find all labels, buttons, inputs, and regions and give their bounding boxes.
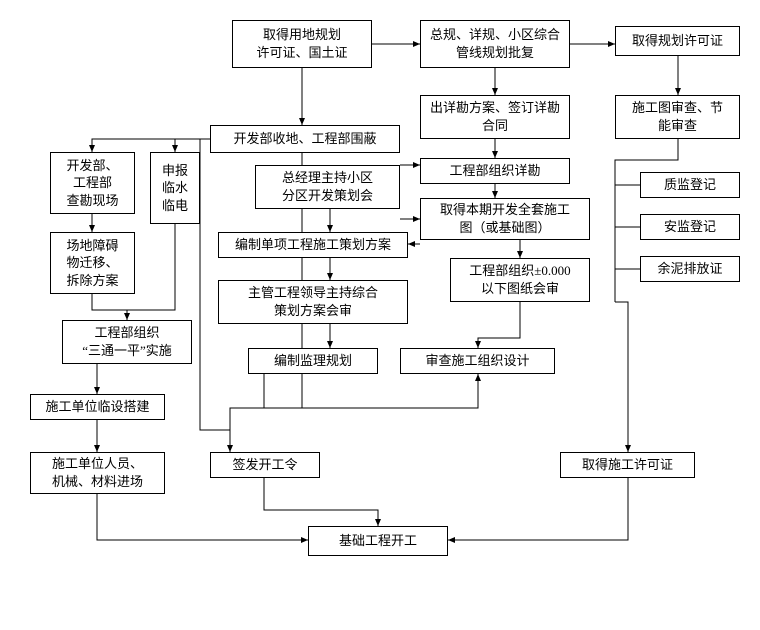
node-n7: 工程部组织详勘	[420, 158, 570, 184]
node-label: 主管工程领导主持综合 策划方案会审	[248, 284, 378, 319]
node-n14: 申报 临水 临电	[150, 152, 200, 224]
node-n19: 编制单项工程施工策划方案	[218, 232, 408, 258]
node-label: 审查施工组织设计	[425, 352, 529, 370]
node-n15: 场地障碍 物迁移、 拆除方案	[50, 232, 135, 294]
node-n10: 质监登记	[640, 172, 740, 198]
edge-16	[175, 139, 210, 152]
node-label: 开发部收地、工程部围蔽	[233, 130, 376, 148]
edge-29	[230, 374, 478, 452]
node-n5: 施工图审查、节 能审查	[615, 95, 740, 139]
node-n22: 审查施工组织设计	[400, 348, 555, 374]
edge-28	[615, 302, 628, 452]
node-label: 场地障碍 物迁移、 拆除方案	[66, 237, 118, 290]
node-label: 申报 临水 临电	[162, 162, 188, 215]
node-n9: 取得本期开发全套施工 图（或基础图）	[420, 198, 590, 240]
node-label: 质监登记	[664, 176, 716, 194]
node-label: 取得本期开发全套施工 图（或基础图）	[440, 201, 570, 236]
node-n4: 出详勘方案、签订详勘 合同	[420, 95, 570, 139]
flowchart-stage: 取得用地规划 许可证、国土证 总规、详规、小区综合 管线规划批复 取得规划许可证出详…	[0, 0, 760, 630]
node-n20: 主管工程领导主持综合 策划方案会审	[218, 280, 408, 324]
node-label: 施工单位临设搭建	[45, 398, 149, 416]
node-label: 出详勘方案、签订详勘 合同	[430, 99, 560, 134]
node-n24: 签发开工令	[210, 452, 320, 478]
edge-23	[97, 494, 308, 540]
edge-17	[92, 139, 210, 152]
node-label: 工程部组织±0.000 以下图纸会审	[469, 262, 570, 297]
node-label: 编制监理规划	[274, 352, 352, 370]
edge-31	[264, 478, 378, 526]
edge-13	[478, 302, 520, 348]
node-label: 取得用地规划 许可证、国土证	[256, 26, 347, 61]
node-label: 工程部组织详勘	[449, 162, 540, 180]
node-n13: 开发部、 工程部 查勘现场	[50, 152, 135, 214]
node-n6: 开发部收地、工程部围蔽	[210, 125, 400, 153]
edge-32	[448, 478, 628, 540]
node-n21: 编制监理规划	[248, 348, 378, 374]
node-label: 总规、详规、小区综合 管线规划批复	[430, 26, 560, 61]
node-label: 取得施工许可证	[582, 456, 673, 474]
node-n1: 取得用地规划 许可证、国土证	[232, 20, 372, 68]
node-n3: 取得规划许可证	[615, 26, 740, 56]
node-label: 总经理主持小区 分区开发策划会	[282, 169, 373, 204]
node-n2: 总规、详规、小区综合 管线规划批复	[420, 20, 570, 68]
node-n26: 基础工程开工	[308, 526, 448, 556]
node-label: 取得规划许可证	[632, 32, 723, 50]
node-n12: 余泥排放证	[640, 256, 740, 282]
node-label: 施工图审查、节 能审查	[632, 99, 723, 134]
node-n8: 总经理主持小区 分区开发策划会	[255, 165, 400, 209]
node-label: 余泥排放证	[657, 260, 722, 278]
node-n16: 工程部组织 “三通一平”实施	[62, 320, 192, 364]
node-label: 施工单位人员、 机械、材料进场	[52, 455, 143, 490]
node-n23: 工程部组织±0.000 以下图纸会审	[450, 258, 590, 302]
node-label: 签发开工令	[232, 456, 297, 474]
node-n11: 安监登记	[640, 214, 740, 240]
node-label: 工程部组织 “三通一平”实施	[82, 324, 172, 359]
node-n18: 施工单位人员、 机械、材料进场	[30, 452, 165, 494]
node-label: 开发部、 工程部 查勘现场	[66, 157, 118, 210]
node-n17: 施工单位临设搭建	[30, 394, 165, 420]
node-label: 编制单项工程施工策划方案	[235, 236, 391, 254]
node-label: 安监登记	[664, 218, 716, 236]
node-n25: 取得施工许可证	[560, 452, 695, 478]
node-label: 基础工程开工	[339, 532, 417, 550]
edge-19	[92, 294, 127, 320]
